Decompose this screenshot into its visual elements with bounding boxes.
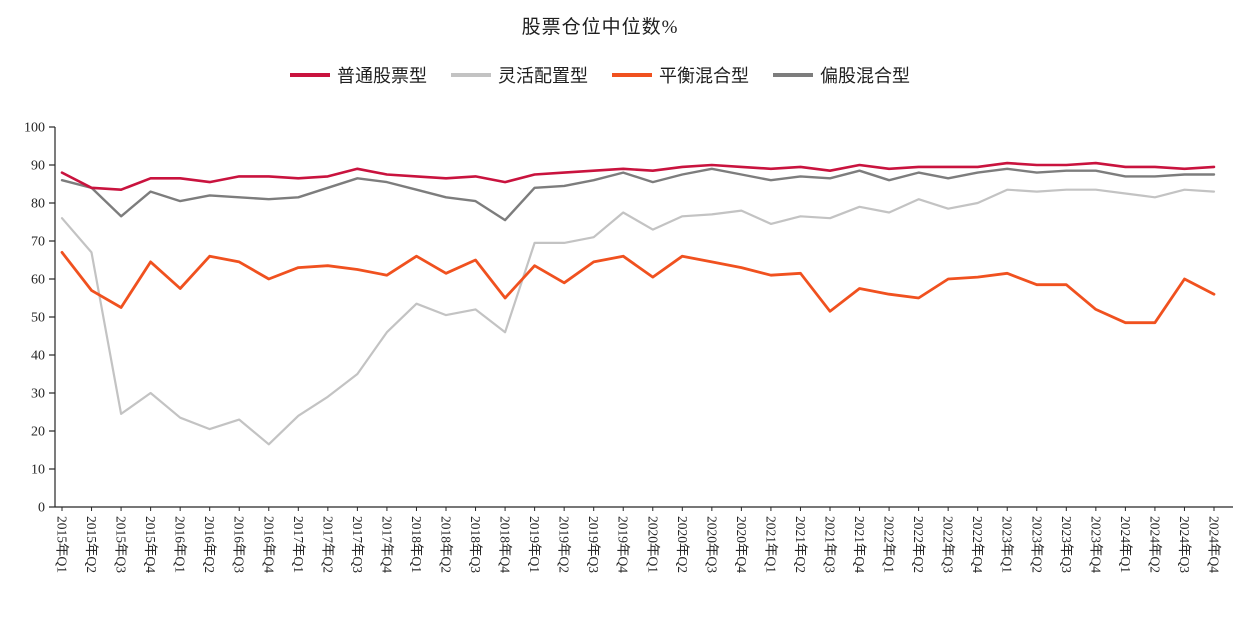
legend-label: 偏股混合型 — [820, 66, 910, 86]
x-tick-label: 2017年Q4 — [379, 516, 394, 573]
x-tick-label: 2021年Q1 — [763, 516, 778, 573]
legend-swatch-icon — [451, 73, 491, 77]
x-tick-label: 2021年Q4 — [852, 516, 867, 573]
x-tick-label: 2018年Q4 — [498, 516, 513, 573]
y-tick-label: 0 — [38, 501, 45, 516]
x-tick-label: 2017年Q3 — [350, 516, 365, 573]
legend-item-1: 灵活配置型 — [451, 62, 588, 88]
x-tick-label: 2019年Q3 — [586, 516, 601, 573]
chart-title: 股票仓位中位数% — [521, 17, 679, 38]
x-tick-label: 2022年Q4 — [970, 516, 985, 573]
x-tick-label: 2024年Q2 — [1147, 516, 1162, 573]
x-tick-label: 2021年Q2 — [793, 516, 808, 573]
x-tick-label: 2022年Q2 — [911, 516, 926, 573]
x-tick-label: 2023年Q3 — [1059, 516, 1074, 573]
y-tick-label: 50 — [31, 311, 45, 326]
legend-item-2: 平衡混合型 — [612, 62, 749, 88]
legend-label: 平衡混合型 — [659, 66, 749, 86]
legend-label: 普通股票型 — [337, 66, 427, 86]
series-line-1 — [60, 188, 1216, 446]
x-tick-label: 2022年Q3 — [941, 516, 956, 573]
y-tick-label: 10 — [31, 463, 45, 478]
series-line-4 — [60, 161, 1216, 191]
y-tick-label: 40 — [31, 349, 45, 364]
chart-legend: 普通股票型 灵活配置型 平衡混合型 偏股混合型 — [0, 62, 1200, 88]
series-line-2 — [60, 167, 1216, 222]
x-tick-label: 2016年Q4 — [261, 516, 276, 573]
x-tick-label: 2020年Q4 — [734, 516, 749, 573]
x-tick-label: 2017年Q1 — [291, 516, 306, 573]
x-tick-label: 2023年Q2 — [1029, 516, 1044, 573]
x-tick-label: 2019年Q1 — [527, 516, 542, 573]
legend-label: 灵活配置型 — [498, 66, 588, 86]
legend-item-0: 普通股票型 — [290, 62, 427, 88]
x-tick-label: 2023年Q4 — [1088, 516, 1103, 573]
x-tick-label: 2017年Q2 — [320, 516, 335, 573]
x-tick-label: 2020年Q3 — [704, 516, 719, 573]
legend-swatch-icon — [290, 73, 330, 77]
x-tick-label: 2018年Q3 — [468, 516, 483, 573]
x-tick-label: 2018年Q2 — [439, 516, 454, 573]
x-tick-label: 2020年Q1 — [645, 516, 660, 573]
legend-item-3: 偏股混合型 — [773, 62, 910, 88]
x-tick-label: 2015年Q4 — [143, 516, 158, 573]
x-tick-label: 2019年Q4 — [616, 516, 631, 573]
x-tick-label: 2016年Q2 — [202, 516, 217, 573]
y-tick-label: 70 — [31, 235, 45, 250]
x-tick-label: 2016年Q1 — [173, 516, 188, 573]
x-tick-label: 2023年Q1 — [1000, 516, 1015, 573]
x-tick-label: 2020年Q2 — [675, 516, 690, 573]
y-tick-label: 60 — [31, 273, 45, 288]
y-tick-label: 30 — [31, 387, 45, 402]
x-tick-label: 2024年Q4 — [1207, 516, 1222, 573]
x-tick-label: 2015年Q1 — [55, 516, 70, 573]
x-tick-label: 2019年Q2 — [557, 516, 572, 573]
y-tick-label: 80 — [31, 197, 45, 212]
x-tick-label: 2021年Q3 — [823, 516, 838, 573]
x-tick-label: 2015年Q3 — [114, 516, 129, 573]
legend-swatch-icon — [773, 73, 813, 77]
x-tick-label: 2024年Q1 — [1118, 516, 1133, 573]
y-tick-label: 90 — [31, 159, 45, 174]
x-tick-label: 2024年Q3 — [1177, 516, 1192, 573]
series-line-3 — [60, 250, 1216, 325]
y-tick-label: 20 — [31, 425, 45, 440]
x-tick-label: 2018年Q1 — [409, 516, 424, 573]
x-tick-label: 2022年Q1 — [882, 516, 897, 573]
legend-swatch-icon — [612, 73, 652, 77]
x-tick-label: 2016年Q3 — [232, 516, 247, 573]
y-tick-label: 100 — [24, 121, 45, 136]
x-tick-label: 2015年Q2 — [84, 516, 99, 573]
